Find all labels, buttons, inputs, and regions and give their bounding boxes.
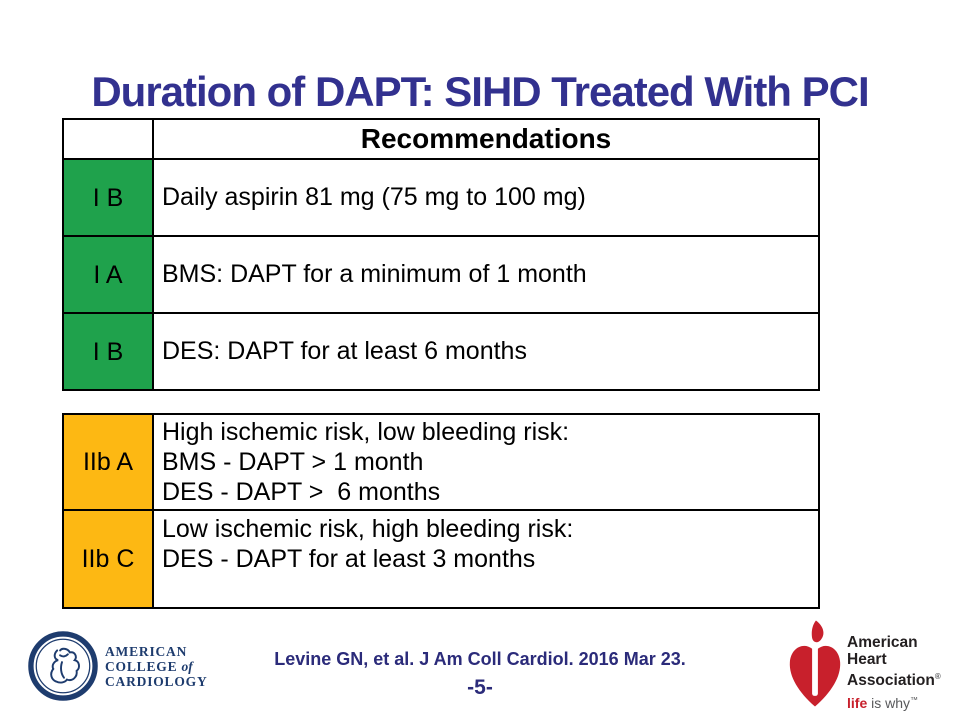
acc-logo-text: AMERICAN COLLEGE of CARDIOLOGY bbox=[105, 644, 208, 689]
acc-of-word: of bbox=[181, 658, 193, 674]
acc-emblem-icon bbox=[28, 631, 98, 701]
acc-logo-line1: AMERICAN bbox=[105, 643, 188, 659]
recommendation-text: High ischemic risk, low bleeding risk: B… bbox=[152, 413, 820, 511]
cor-badge-iiba: IIb A bbox=[62, 413, 154, 511]
page-number: -5- bbox=[467, 676, 493, 699]
recommendation-line: DES - DAPT > 6 months bbox=[162, 478, 441, 506]
recommendation-line: High ischemic risk, low bleeding risk: bbox=[162, 418, 570, 446]
cor-badge-ib-1: I B bbox=[62, 158, 154, 237]
aha-tagline: life is why™ bbox=[847, 695, 941, 711]
table-row: I B Daily aspirin 81 mg (75 mg to 100 mg… bbox=[62, 158, 820, 237]
aha-name-line2: Heart bbox=[847, 651, 887, 668]
class-iib-table: IIb A High ischemic risk, low bleeding r… bbox=[62, 413, 820, 609]
aha-logo-text: American Heart Association® life is why™ bbox=[847, 618, 941, 711]
registered-mark: ® bbox=[934, 672, 941, 681]
acc-logo: AMERICAN COLLEGE of CARDIOLOGY bbox=[28, 631, 208, 701]
recommendation-text: Low ischemic risk, high bleeding risk: D… bbox=[152, 509, 820, 609]
table-row: I B DES: DAPT for at least 6 months bbox=[62, 312, 820, 391]
header-blank-cell bbox=[62, 118, 154, 160]
cor-badge-ia: I A bbox=[62, 235, 154, 314]
cor-badge-iibc: IIb C bbox=[62, 509, 154, 609]
trademark-mark: ™ bbox=[910, 695, 919, 705]
table-row: IIb A High ischemic risk, low bleeding r… bbox=[62, 413, 820, 511]
recommendation-text: BMS: DAPT for a minimum of 1 month bbox=[152, 235, 820, 314]
aha-heart-torch-icon bbox=[789, 620, 841, 707]
acc-logo-line3: CARDIOLOGY bbox=[105, 673, 208, 689]
aha-tagline-life: life bbox=[847, 695, 868, 712]
recommendation-line: DES - DAPT for at least 3 months bbox=[162, 545, 536, 573]
page-title: Duration of DAPT: SIHD Treated With PCI bbox=[91, 68, 869, 115]
recommendation-line: Low ischemic risk, high bleeding risk: bbox=[162, 515, 574, 543]
table-header-row: Recommendations bbox=[62, 118, 820, 160]
recommendations-table: Recommendations I B Daily aspirin 81 mg … bbox=[62, 118, 820, 391]
acc-logo-line2: COLLEGE of bbox=[105, 658, 193, 674]
aha-name: American Heart Association® bbox=[847, 634, 941, 689]
recommendation-line: BMS - DAPT > 1 month bbox=[162, 448, 424, 476]
aha-logo: American Heart Association® life is why™ bbox=[786, 618, 941, 711]
aha-name-line3: Association® bbox=[847, 672, 941, 690]
table-row: I A BMS: DAPT for a minimum of 1 month bbox=[62, 235, 820, 314]
recommendations-header: Recommendations bbox=[152, 118, 820, 160]
recommendation-text: Daily aspirin 81 mg (75 mg to 100 mg) bbox=[152, 158, 820, 237]
table-row: IIb C Low ischemic risk, high bleeding r… bbox=[62, 509, 820, 609]
cor-badge-ib-2: I B bbox=[62, 312, 154, 391]
citation: Levine GN, et al. J Am Coll Cardiol. 201… bbox=[274, 649, 686, 669]
aha-name-line1: American bbox=[847, 634, 918, 651]
aha-tagline-rest: is why bbox=[867, 695, 911, 712]
recommendation-text: DES: DAPT for at least 6 months bbox=[152, 312, 820, 391]
